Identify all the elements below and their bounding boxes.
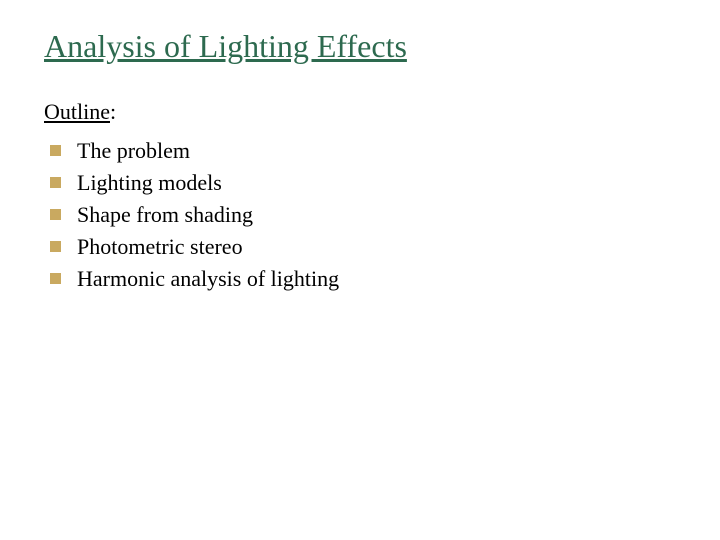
list-item-label: Harmonic analysis of lighting (77, 263, 339, 295)
list-item: Lighting models (50, 167, 676, 199)
square-bullet-icon (50, 273, 61, 284)
list-item: Photometric stereo (50, 231, 676, 263)
square-bullet-icon (50, 241, 61, 252)
list-item: The problem (50, 135, 676, 167)
list-item-label: Photometric stereo (77, 231, 243, 263)
list-item: Shape from shading (50, 199, 676, 231)
list-item-label: Lighting models (77, 167, 222, 199)
outline-heading-suffix: : (110, 99, 116, 124)
slide-title: Analysis of Lighting Effects (44, 28, 676, 65)
list-item-label: Shape from shading (77, 199, 253, 231)
square-bullet-icon (50, 177, 61, 188)
square-bullet-icon (50, 145, 61, 156)
outline-heading: Outline: (44, 99, 676, 125)
outline-heading-text: Outline (44, 99, 110, 124)
bullet-list: The problem Lighting models Shape from s… (44, 135, 676, 294)
square-bullet-icon (50, 209, 61, 220)
list-item-label: The problem (77, 135, 190, 167)
list-item: Harmonic analysis of lighting (50, 263, 676, 295)
